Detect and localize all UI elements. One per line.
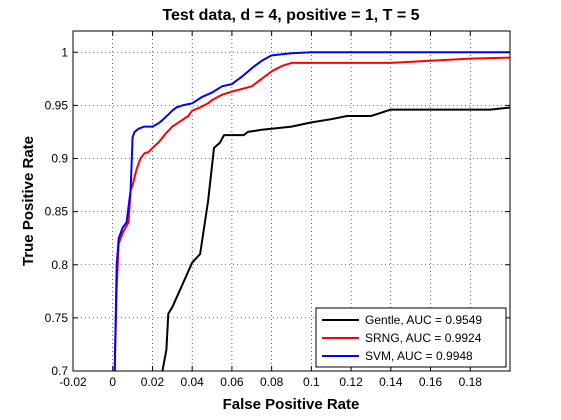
y-tick-label: 1 <box>61 45 68 59</box>
x-tick-label: 0.18 <box>459 375 483 389</box>
x-tick-label: 0.06 <box>220 375 244 389</box>
x-tick-label: 0.12 <box>339 375 363 389</box>
y-tick-label: 0.7 <box>51 364 68 378</box>
series-lines <box>113 51 511 372</box>
series-line-2 <box>113 51 510 372</box>
y-axis-label: True Positive Rate <box>20 136 37 266</box>
x-tick-label: 0.1 <box>303 375 320 389</box>
y-tick-label: 0.95 <box>45 98 69 112</box>
y-tick-label: 0.75 <box>45 311 69 325</box>
axes-box <box>72 30 511 372</box>
legend-label-1: SRNG, AUC = 0.9924 <box>365 331 482 345</box>
y-tick-label: 0.8 <box>51 258 68 272</box>
y-ticks: 0.7 0.75 0.8 0.85 0.9 0.95 1 <box>45 45 510 378</box>
legend-label-2: SVM, AUC = 0.9948 <box>365 349 473 363</box>
x-tick-label: 0.16 <box>419 375 443 389</box>
x-tick-label: 0.08 <box>260 375 284 389</box>
y-tick-label: 0.85 <box>45 205 69 219</box>
x-axis-label: False Positive Rate <box>223 396 360 413</box>
x-ticks: -0.02 0 0.02 0.04 0.06 0.08 0.1 0.12 0.14 0.16 0.1… <box>59 31 482 389</box>
x-tick-label: -0.02 <box>59 375 87 389</box>
x-tick-label: 0 <box>109 375 116 389</box>
chart-title: Test data, d = 4, positive = 1, T = 5 <box>162 7 419 24</box>
legend-label-0: Gentle, AUC = 0.9549 <box>365 313 482 327</box>
series-line-0 <box>161 106 511 372</box>
legend: Gentle, AUC = 0.9549 SRNG, AUC = 0.9924 SV… <box>315 307 507 368</box>
y-tick-label: 0.9 <box>51 152 68 166</box>
x-tick-label: 0.02 <box>141 375 165 389</box>
x-tick-label: 0.14 <box>379 375 403 389</box>
x-tick-label: 0.04 <box>181 375 205 389</box>
